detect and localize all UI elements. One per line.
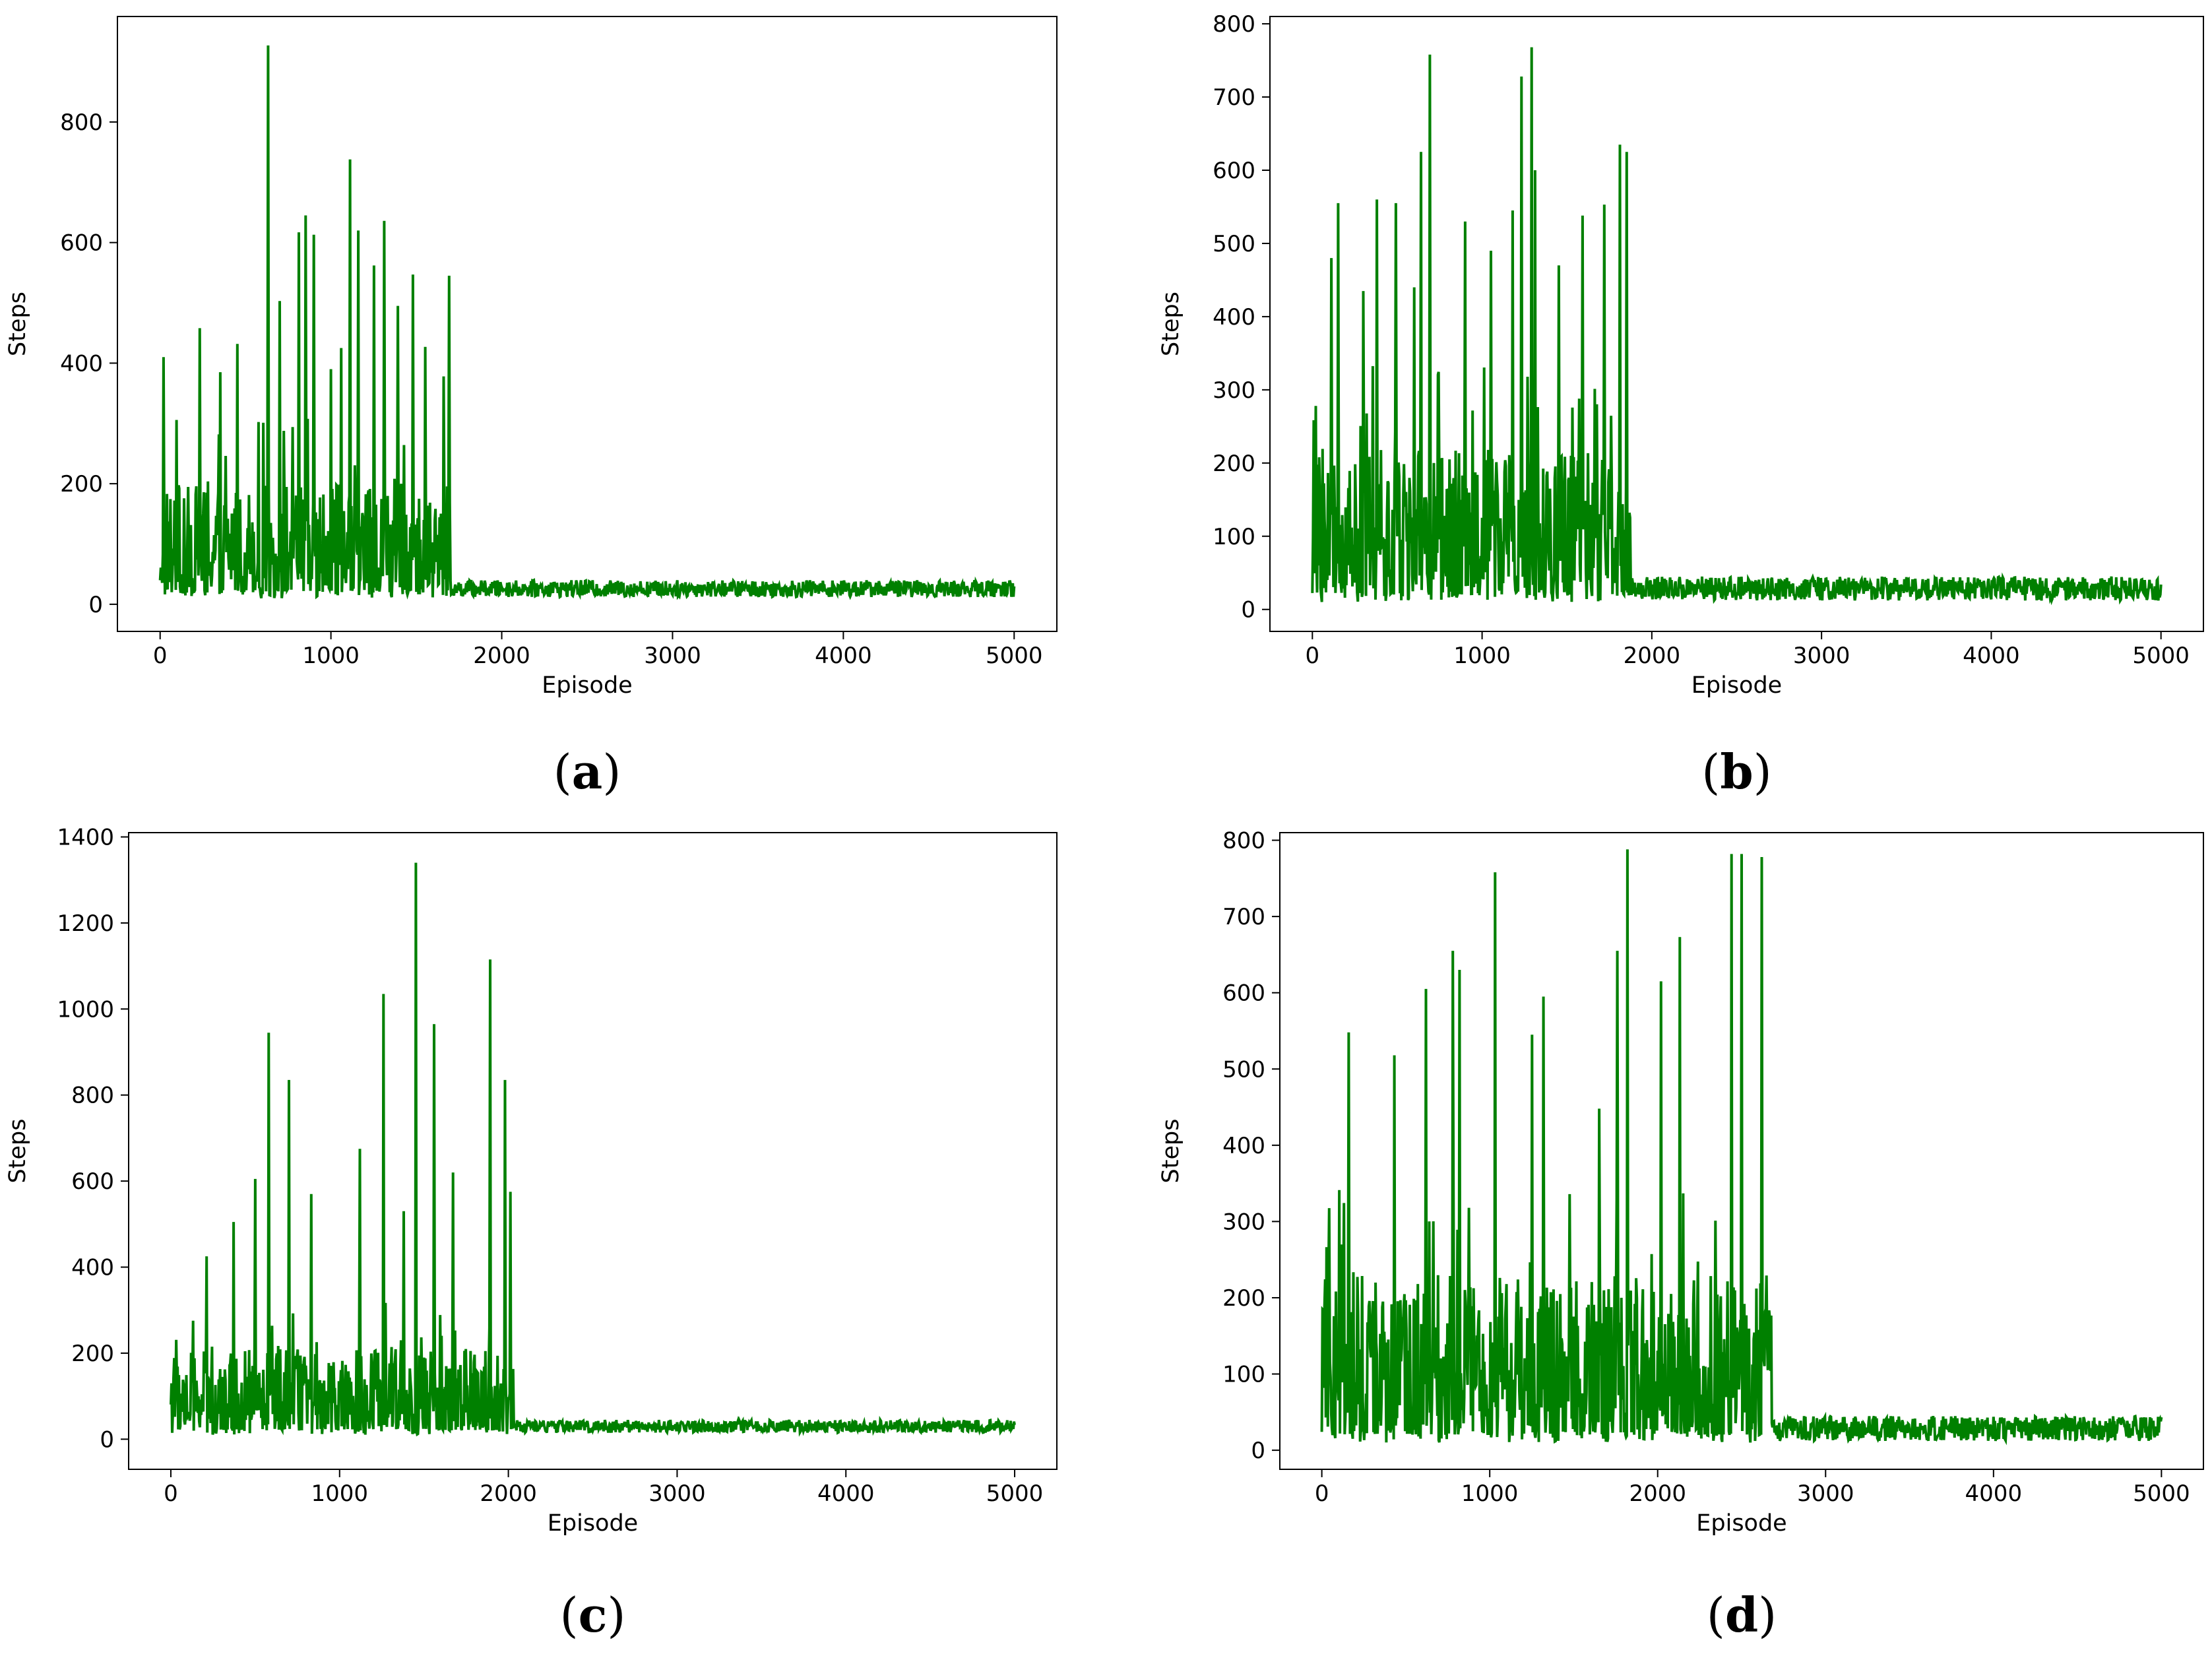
y-tick-label: 200 (1222, 1285, 1265, 1312)
caption-letter: a (572, 744, 603, 800)
x-tick-label: 0 (1305, 643, 1319, 669)
caption-open-paren: ( (553, 744, 572, 800)
x-axis-label-a: Episode (542, 672, 632, 699)
y-tick-label: 500 (1213, 231, 1255, 257)
caption-close-paren: ) (602, 744, 621, 800)
y-axis-label-c: Steps (5, 1119, 31, 1184)
steps-series-line-d (1320, 849, 2163, 1446)
steps-series-line-b (1311, 47, 2163, 606)
x-tick-label: 2000 (1629, 1481, 1686, 1507)
plot-frame-a (117, 16, 1058, 632)
y-tick-label: 700 (1222, 904, 1265, 930)
x-tick-label: 4000 (815, 643, 872, 669)
y-tick-label: 400 (1222, 1133, 1265, 1159)
caption-letter: c (579, 1587, 608, 1643)
chart-panel-a: 0 1000 2000 3000 4000 5000 0 200 400 600 800 Episod… (5, 16, 1058, 800)
y-tick-label: 800 (1213, 11, 1255, 38)
y-tick-label: 100 (1222, 1362, 1265, 1388)
y-tick-label: 0 (88, 592, 103, 618)
steps-series-line-a (158, 45, 1016, 600)
y-tick-label: 800 (71, 1083, 114, 1109)
x-tick-label: 3000 (1797, 1481, 1854, 1507)
y-tick-label: 1000 (57, 996, 114, 1023)
x-tick-label: 5000 (986, 643, 1043, 669)
y-tick-label: 600 (1213, 158, 1255, 184)
x-tick-label: 0 (164, 1481, 178, 1507)
caption-open-paren: ( (1707, 1587, 1725, 1643)
steps-series-line-c (170, 862, 1016, 1437)
caption-close-paren: ) (1754, 744, 1772, 800)
x-tick-label: 1000 (311, 1481, 369, 1507)
x-tick-label: 0 (1315, 1481, 1329, 1507)
y-tick-label: 300 (1222, 1209, 1265, 1235)
x-tick-label: 4000 (1963, 643, 2020, 669)
y-tick-label: 700 (1213, 84, 1255, 111)
x-tick-label: 5000 (2132, 643, 2190, 669)
caption-open-paren: ( (1701, 744, 1720, 800)
x-axis-label-d: Episode (1696, 1510, 1786, 1537)
y-tick-label: 0 (1241, 597, 1255, 623)
y-tick-label: 0 (1251, 1438, 1265, 1464)
y-axis-label-b: Steps (1158, 292, 1184, 356)
caption-open-paren: ( (559, 1587, 578, 1643)
y-tick-label: 400 (60, 350, 103, 377)
plot-frame-b (1269, 16, 2204, 632)
x-tick-label: 3000 (648, 1481, 706, 1507)
y-tick-label: 0 (100, 1426, 114, 1453)
x-tick-label: 2000 (473, 643, 530, 669)
caption-close-paren: ) (1758, 1587, 1777, 1643)
chart-panel-d: 0 1000 2000 3000 4000 5000 0 100 200 300 400 500 600… (1158, 828, 2204, 1643)
y-tick-label: 600 (60, 230, 103, 257)
y-tick-label: 500 (1222, 1056, 1265, 1083)
caption-letter: b (1720, 744, 1753, 800)
y-axis-label-d: Steps (1158, 1119, 1184, 1184)
plot-frame-d (1279, 832, 2204, 1470)
x-tick-label: 1000 (1453, 643, 1511, 669)
panel-caption-a: (a) (553, 744, 621, 800)
x-tick-label: 5000 (2133, 1481, 2190, 1507)
y-tick-label: 800 (1222, 828, 1265, 854)
caption-close-paren: ) (607, 1587, 625, 1643)
x-axis-label-b: Episode (1691, 672, 1782, 699)
x-axis-label-c: Episode (548, 1510, 638, 1537)
y-tick-label: 200 (71, 1341, 114, 1367)
x-tick-label: 0 (153, 643, 168, 669)
panel-caption-b: (b) (1701, 744, 1772, 800)
y-tick-label: 600 (1222, 980, 1265, 1007)
y-tick-label: 1400 (57, 825, 114, 851)
y-tick-label: 200 (60, 471, 103, 497)
y-tick-label: 1200 (57, 910, 114, 937)
y-tick-label: 800 (60, 110, 103, 136)
y-tick-label: 400 (1213, 304, 1255, 331)
x-tick-label: 2000 (1624, 643, 1681, 669)
chart-panel-c: 0 1000 2000 3000 4000 5000 0 200 400 600 800 1000 12… (5, 825, 1058, 1643)
y-tick-label: 300 (1213, 377, 1255, 404)
y-tick-label: 400 (71, 1255, 114, 1281)
x-tick-label: 4000 (817, 1481, 875, 1507)
chart-panel-b: 0 1000 2000 3000 4000 5000 0 100 200 300 400 500 600… (1158, 11, 2204, 800)
x-tick-label: 3000 (644, 643, 701, 669)
y-tick-label: 200 (1213, 451, 1255, 477)
x-tick-label: 1000 (302, 643, 360, 669)
y-tick-label: 100 (1213, 524, 1255, 550)
x-tick-label: 1000 (1461, 1481, 1519, 1507)
x-tick-label: 3000 (1793, 643, 1850, 669)
y-axis-label-a: Steps (5, 292, 31, 356)
plot-frame-c (128, 832, 1058, 1470)
panel-caption-d: (d) (1707, 1587, 1777, 1643)
y-tick-label: 600 (71, 1168, 114, 1195)
x-tick-label: 4000 (1965, 1481, 2023, 1507)
caption-letter: d (1725, 1587, 1758, 1643)
x-tick-label: 5000 (986, 1481, 1044, 1507)
x-tick-label: 2000 (480, 1481, 537, 1507)
panel-caption-c: (c) (559, 1587, 625, 1643)
